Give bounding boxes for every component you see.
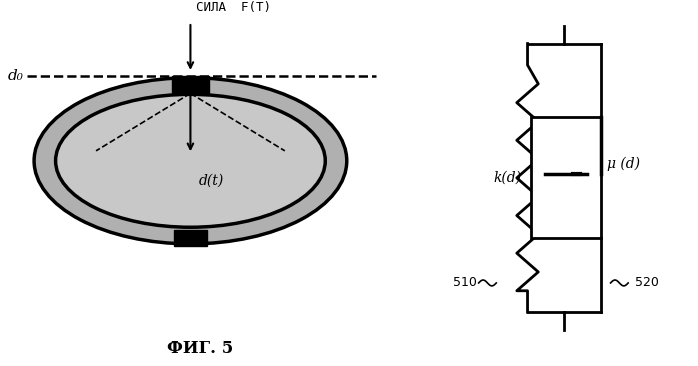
Ellipse shape — [34, 78, 347, 244]
Bar — [174, 230, 207, 246]
Text: k(d): k(d) — [493, 171, 521, 185]
Text: d(t): d(t) — [198, 173, 223, 187]
Bar — [531, 117, 601, 238]
Text: СИЛА  F(T): СИЛА F(T) — [196, 1, 272, 14]
Bar — [172, 76, 209, 93]
Text: ФИГ. 5: ФИГ. 5 — [167, 340, 233, 357]
Text: μ (d): μ (d) — [607, 157, 639, 171]
Text: 520: 520 — [635, 276, 659, 290]
Text: 510: 510 — [453, 276, 477, 290]
Ellipse shape — [56, 94, 325, 227]
Text: d₀: d₀ — [8, 69, 23, 83]
